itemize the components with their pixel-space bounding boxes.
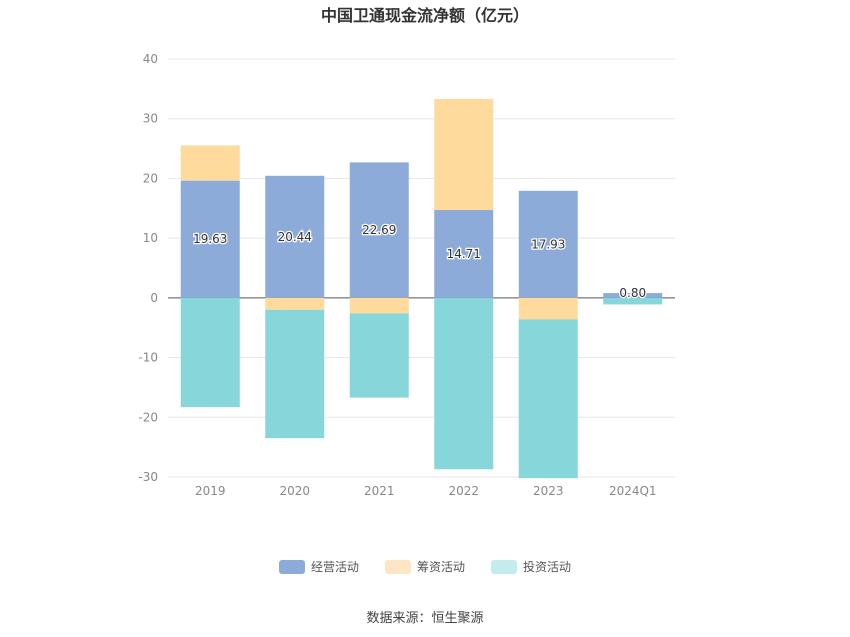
bar-筹资活动-2020 (265, 297, 325, 310)
bar-经营活动-2021 (349, 162, 409, 298)
bar-筹资活动-2021 (349, 297, 409, 314)
bar-筹资活动-2022 (434, 98, 494, 211)
data-label: 20.44 (278, 230, 312, 244)
y-tick-label: 20 (143, 171, 158, 185)
legend-label-financing: 筹资活动 (416, 560, 465, 574)
data-label: 14.71 (447, 247, 481, 261)
bar-经营活动-2020 (265, 175, 325, 298)
data-label: 0.80 (619, 286, 646, 300)
legend-swatch-operating (278, 559, 305, 574)
x-tick-label: 2022 (448, 484, 479, 498)
x-tick-label: 2024Q1 (609, 484, 657, 498)
legend: 经营活动 筹资活动 投资活动 (0, 558, 850, 575)
y-tick-label: 10 (143, 231, 158, 245)
legend-swatch-investing (491, 559, 517, 574)
bar-筹资活动-2023 (518, 297, 578, 320)
legend-item-investing[interactable]: 投资活动 (491, 558, 571, 575)
legend-item-operating[interactable]: 经营活动 (278, 558, 359, 575)
data-label: 19.63 (193, 232, 227, 246)
bar-经营活动-2024Q1 (603, 293, 663, 298)
chart-title: 中国卫通现金流净额（亿元） (320, 6, 529, 25)
data-label: 22.69 (362, 223, 396, 237)
legend-label-investing: 投资活动 (523, 560, 572, 574)
bar-投资活动-2024Q1 (603, 297, 663, 305)
y-tick-label: 0 (150, 291, 158, 305)
y-tick-label: -10 (138, 351, 158, 365)
bar-投资活动-2022 (434, 297, 494, 470)
x-tick-label: 2023 (533, 484, 564, 498)
bar-投资活动-2019 (180, 297, 240, 408)
legend-swatch-financing (384, 559, 411, 574)
bar-投资活动-2020 (265, 309, 325, 439)
y-tick-label: -30 (138, 470, 158, 484)
bar-筹资活动-2019 (180, 145, 240, 181)
y-tick-label: 40 (143, 52, 158, 66)
data-source: 数据来源：恒生聚源 (366, 611, 484, 626)
plot-area: -30 -20 -10 0 10 20 30 40 2019 19.63 2020 20.44 2021… (138, 52, 675, 498)
bar-经营活动-2022 (434, 210, 494, 298)
bar-投资活动-2021 (349, 313, 409, 398)
bar-经营活动-2023 (518, 190, 578, 298)
legend-item-financing[interactable]: 筹资活动 (384, 558, 465, 575)
data-label: 17.93 (531, 237, 565, 251)
y-tick-label: -20 (138, 410, 158, 424)
x-tick-label: 2020 (279, 484, 310, 498)
bar-经营活动-2019 (180, 180, 240, 298)
x-tick-label: 2021 (364, 484, 395, 498)
bar-投资活动-2023 (518, 319, 578, 479)
y-tick-label: 30 (143, 112, 158, 126)
legend-label-operating: 经营活动 (310, 560, 359, 574)
x-tick-label: 2019 (195, 484, 226, 498)
